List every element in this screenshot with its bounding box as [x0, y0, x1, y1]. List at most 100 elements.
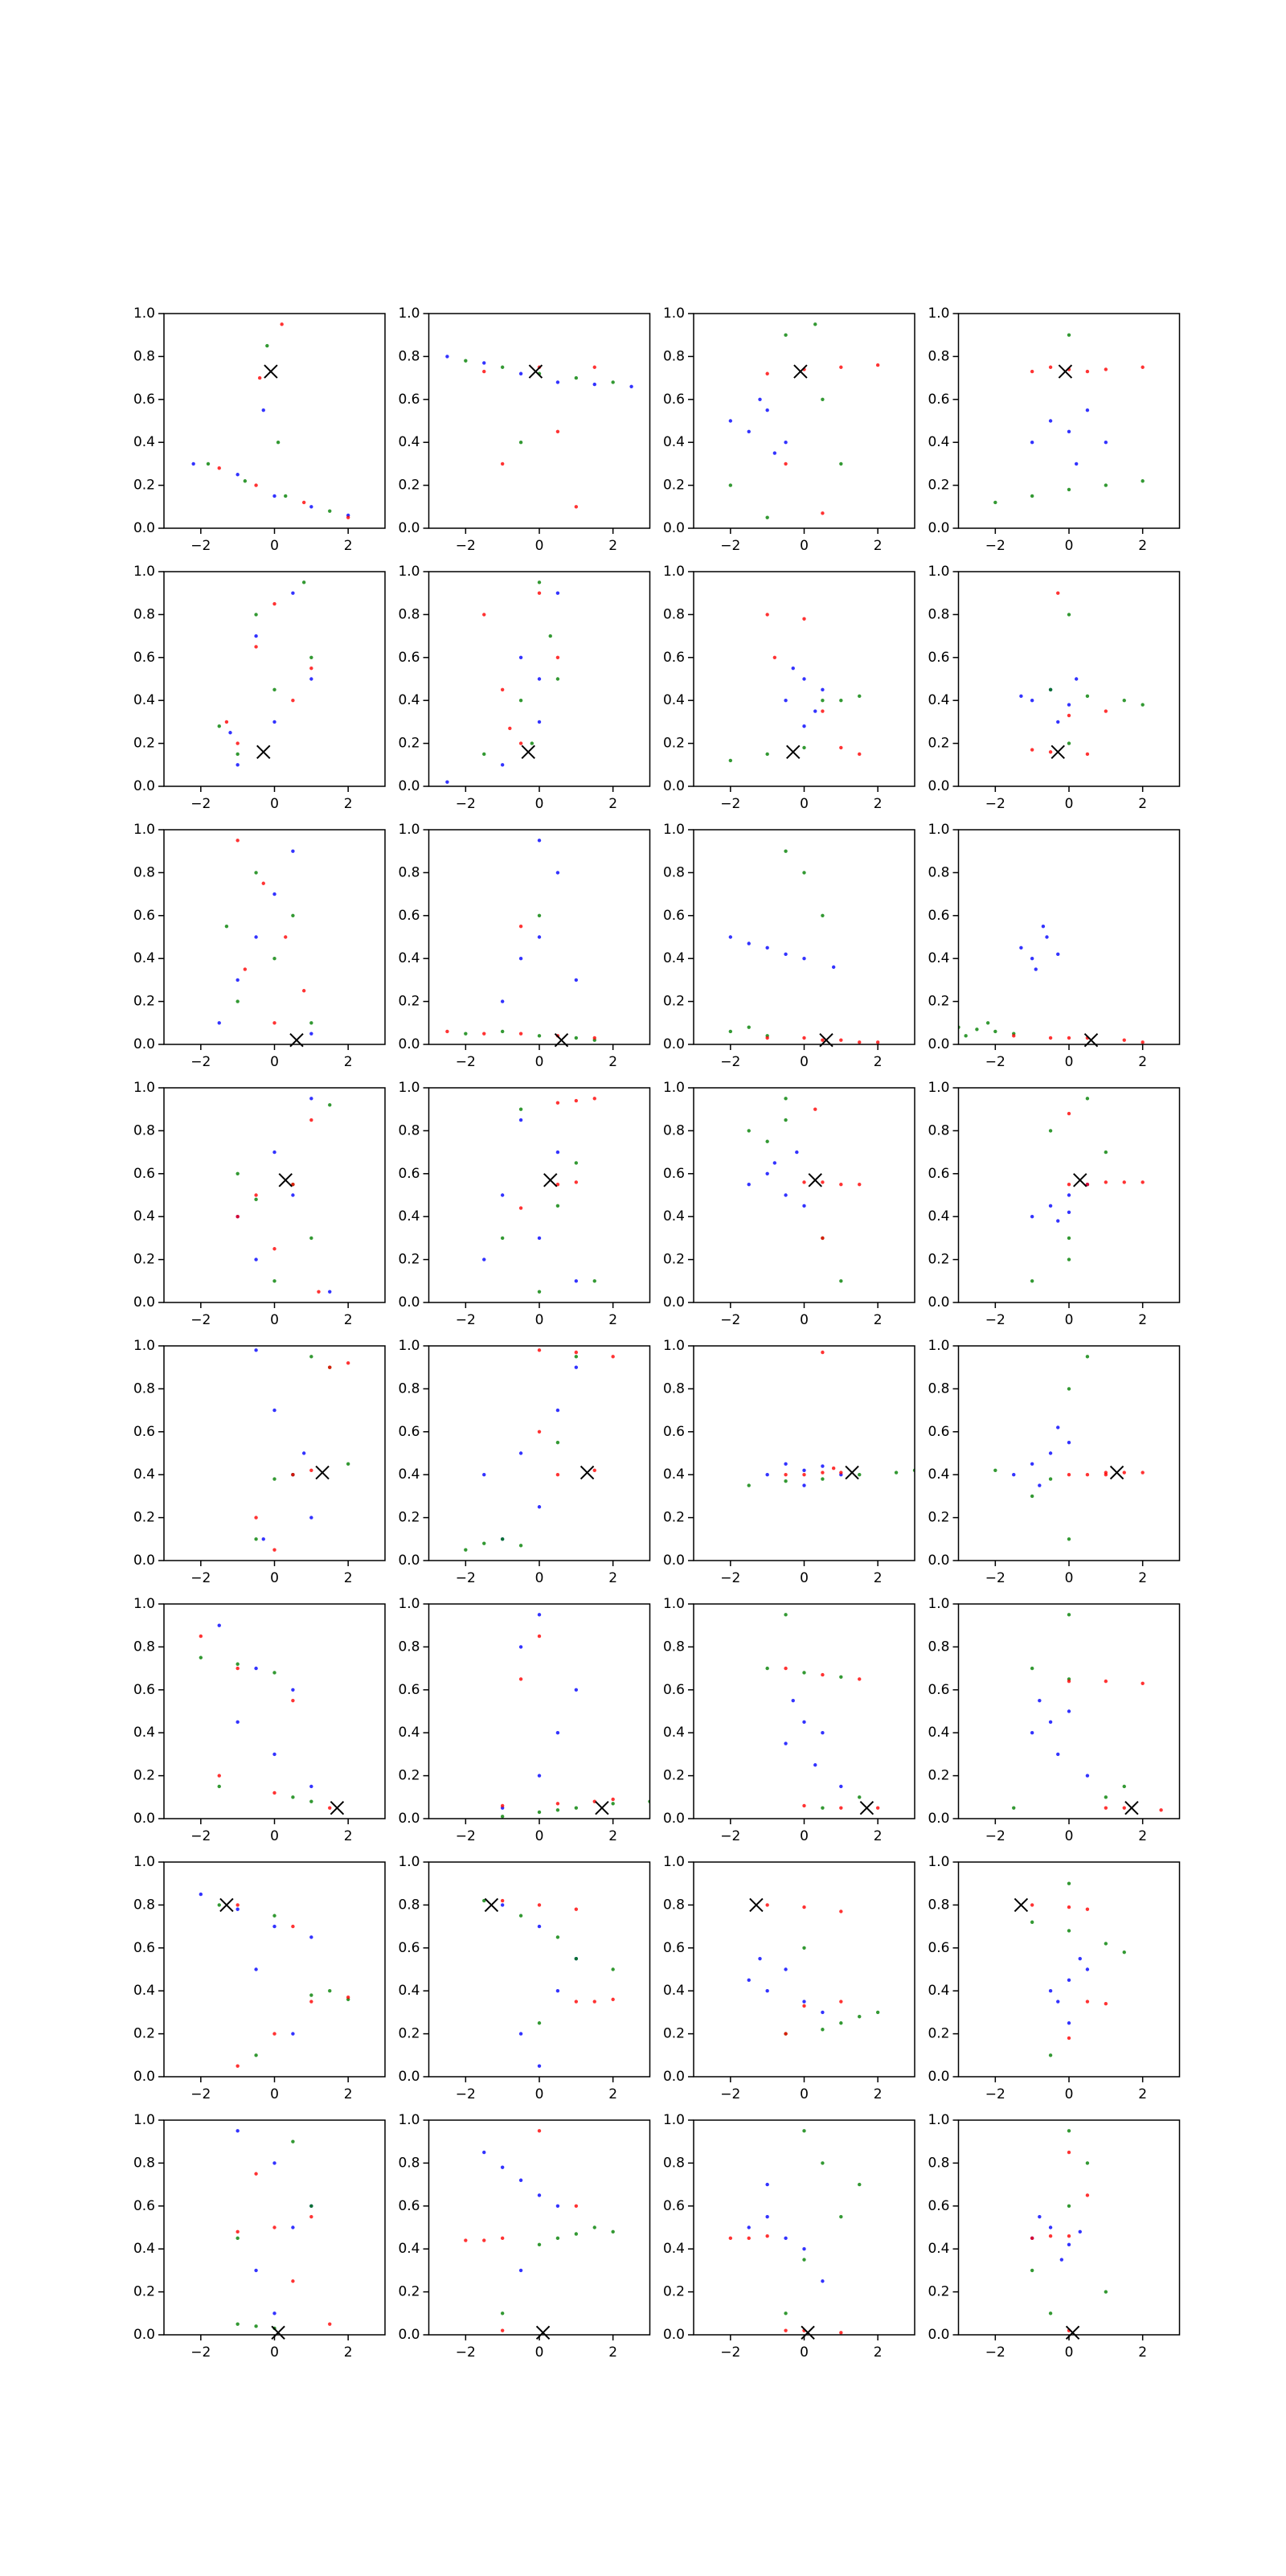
point: [254, 935, 258, 939]
subplot: −2 0 2 0.0 0.2 0.4 0.6 0.8 1.0: [398, 306, 651, 554]
point: [1104, 1180, 1108, 1184]
points: [958, 924, 1145, 1044]
point: [1030, 1666, 1034, 1671]
point: [772, 451, 777, 455]
y-tick-label: 1.0: [928, 1596, 949, 1612]
points: [1030, 2129, 1108, 2332]
point: [272, 1021, 276, 1025]
point: [784, 1613, 788, 1617]
axes-frame: [163, 1603, 386, 1819]
y-tick-label: 0.0: [398, 1553, 420, 1569]
point: [199, 1655, 203, 1659]
point: [1012, 1473, 1016, 1477]
axes-frame: [693, 313, 915, 529]
y-tick-label: 0.6: [928, 1424, 949, 1440]
point: [772, 655, 777, 659]
point: [309, 1032, 313, 1036]
point: [235, 2064, 240, 2068]
point: [802, 617, 806, 621]
y-tick-label: 0.2: [663, 1252, 685, 1268]
point: [875, 1040, 880, 1044]
axes-frame: [957, 571, 1181, 787]
y-tick-label: 0.0: [133, 1811, 155, 1827]
point: [328, 1365, 332, 1369]
subplot: −2 0 2 0.0 0.2 0.4 0.6 0.8 1.0: [133, 2112, 386, 2361]
point: [518, 2032, 523, 2036]
points: [464, 1348, 615, 1552]
x-tick-label: 0: [1065, 2086, 1074, 2102]
point: [1104, 1942, 1108, 1946]
point: [574, 1180, 579, 1184]
y-tick-label: 0.6: [133, 908, 155, 924]
subplot: −2 0 2 0.0 0.2 0.4 0.6 0.8 1.0: [398, 1080, 651, 1328]
point: [858, 694, 862, 699]
point: [254, 2268, 258, 2273]
y-tick-label: 0.0: [663, 1036, 685, 1052]
point: [813, 709, 817, 713]
subplot: −2 0 2 0.0 0.2 0.4 0.6 0.8 1.0: [398, 1596, 651, 1844]
y-tick-label: 0.2: [398, 1510, 420, 1526]
point: [482, 752, 486, 757]
point: [1104, 1150, 1108, 1155]
y-tick-label: 0.6: [663, 1682, 685, 1698]
y-tick-label: 0.2: [133, 2026, 155, 2042]
y-tick-label: 0.4: [398, 1725, 420, 1741]
point: [500, 365, 505, 369]
point: [555, 2204, 560, 2208]
subplot: −2 0 2 0.0 0.2 0.4 0.6 0.8 1.0: [663, 2112, 915, 2361]
y-tick-label: 0.8: [398, 1122, 420, 1138]
point: [309, 1993, 313, 1997]
point: [802, 871, 806, 875]
y-tick-label: 0.2: [928, 1252, 949, 1268]
point: [964, 1034, 968, 1038]
y-tick-label: 0.0: [133, 2327, 155, 2343]
point: [1056, 1219, 1060, 1223]
point: [1074, 461, 1079, 466]
y-tick-label: 0.4: [398, 950, 420, 966]
x-tick-label: −2: [985, 538, 1005, 554]
point: [555, 1989, 560, 1993]
y-tick-label: 0.6: [398, 1940, 420, 1956]
point: [508, 726, 512, 731]
point: [784, 1473, 788, 1477]
point: [875, 1806, 880, 1810]
y-tick-label: 0.4: [663, 2241, 685, 2257]
point: [254, 1537, 258, 1541]
point: [1067, 1210, 1071, 1215]
x-tick-label: −2: [456, 1570, 476, 1586]
point: [821, 1236, 825, 1241]
y-tick-label: 0.6: [663, 2198, 685, 2214]
y-tick-label: 0.8: [398, 2155, 420, 2171]
point: [555, 1808, 560, 1812]
y-tick-label: 1.0: [133, 564, 155, 580]
y-tick-label: 0.0: [133, 778, 155, 794]
x-tick-label: −2: [190, 1828, 211, 1844]
point: [254, 2324, 258, 2328]
point: [291, 2225, 295, 2229]
point: [1085, 752, 1090, 757]
point: [272, 1671, 276, 1675]
point: [199, 1634, 203, 1639]
point: [1067, 2233, 1071, 2238]
y-tick-label: 1.0: [663, 1596, 685, 1612]
point: [574, 1688, 579, 1692]
point: [1085, 1355, 1090, 1359]
y-tick-label: 0.8: [663, 1122, 685, 1138]
point: [802, 745, 806, 750]
point: [235, 999, 240, 1003]
y-tick-label: 1.0: [928, 1338, 949, 1354]
point: [592, 365, 596, 369]
x-tick-label: 2: [1138, 2344, 1147, 2361]
x-tick-label: 0: [270, 1828, 279, 1844]
point: [537, 2242, 542, 2247]
point: [530, 741, 534, 745]
y-tick-label: 0.2: [133, 2284, 155, 2300]
point: [802, 1468, 806, 1473]
y-tick-label: 1.0: [928, 306, 949, 322]
point: [328, 509, 332, 513]
y-tick-label: 0.0: [928, 2069, 949, 2085]
point: [254, 634, 258, 638]
y-tick-label: 0.2: [928, 1768, 949, 1784]
x-marker: [1051, 744, 1065, 759]
